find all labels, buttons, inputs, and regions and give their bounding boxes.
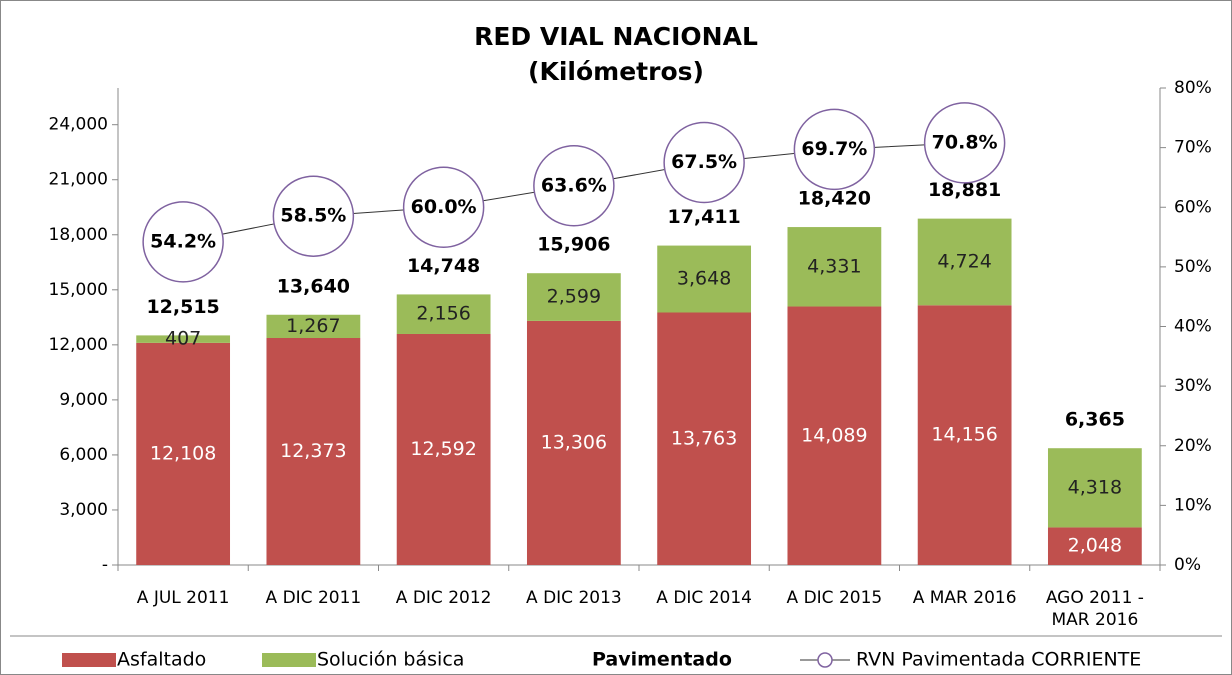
line-marker xyxy=(272,175,355,257)
x-tick-label: AGO 2011 - MAR 2016 xyxy=(1045,588,1144,630)
line-value-label: 69.7% xyxy=(801,138,867,160)
bar-value-label: 2,156 xyxy=(416,303,470,325)
bar-segment xyxy=(787,306,882,565)
bar-segment xyxy=(396,294,491,334)
bar-segment xyxy=(1047,527,1142,565)
bar-segment xyxy=(526,273,621,321)
line-marker xyxy=(402,166,485,248)
chart-title: RED VIAL NACIONAL xyxy=(474,22,758,51)
legend-label: RVN Pavimentada CORRIENTE xyxy=(856,649,1141,671)
line-value-label: 60.0% xyxy=(411,196,477,218)
y2-tick-label: 30% xyxy=(1174,376,1212,396)
y-tick-label: 6,000 xyxy=(59,445,108,465)
y-tick-label: 24,000 xyxy=(49,115,108,135)
y2-tick-label: 10% xyxy=(1174,495,1212,515)
legend-label: Asfaltado xyxy=(117,649,206,671)
bar-value-label: 2,048 xyxy=(1068,535,1122,557)
y-tick-label: 9,000 xyxy=(59,390,108,410)
legend-swatch xyxy=(262,653,316,667)
line-value-label: 67.5% xyxy=(671,151,737,173)
x-tick-label: A DIC 2013 xyxy=(526,588,622,608)
total-label: 15,906 xyxy=(537,234,610,256)
total-label: 6,365 xyxy=(1065,409,1125,431)
legend-label: Solución básica xyxy=(317,649,464,671)
bar-value-label: 4,724 xyxy=(937,250,991,272)
bar-segment xyxy=(526,320,621,565)
bar-value-label: 13,763 xyxy=(671,427,737,449)
bar-value-label: 14,089 xyxy=(801,424,867,446)
bar-value-label: 14,156 xyxy=(931,424,997,446)
x-tick-label: A DIC 2014 xyxy=(656,588,752,608)
total-label: 12,515 xyxy=(146,296,219,318)
bar-value-label: 1,267 xyxy=(286,315,340,337)
y-tick-label: 18,000 xyxy=(49,225,108,245)
line-marker xyxy=(923,102,1006,184)
line-value-label: 54.2% xyxy=(150,230,216,252)
bar-value-label: 13,306 xyxy=(541,431,607,453)
y2-tick-label: 60% xyxy=(1174,197,1212,217)
bar-value-label: 12,108 xyxy=(150,442,216,464)
y-tick-label: 3,000 xyxy=(59,500,108,520)
legend-swatch xyxy=(62,653,116,667)
bar-segment xyxy=(787,227,882,307)
bar-segment xyxy=(396,333,491,565)
legend-label: Pavimentado xyxy=(592,649,732,671)
line-marker xyxy=(533,145,615,227)
y2-tick-label: 70% xyxy=(1174,138,1212,158)
x-tick-label: A DIC 2012 xyxy=(395,588,492,608)
line-marker xyxy=(663,121,745,204)
y2-tick-label: 20% xyxy=(1174,436,1212,456)
y-tick-label: 21,000 xyxy=(49,170,108,190)
bar-segment xyxy=(657,245,752,313)
bar-segment xyxy=(266,338,361,565)
bar-value-label: 4,331 xyxy=(807,255,861,277)
y-tick-label: 12,000 xyxy=(49,335,108,355)
bar-segment xyxy=(266,314,361,339)
x-tick-label: A JUL 2011 xyxy=(136,588,230,608)
bar-value-label: 12,373 xyxy=(280,440,346,462)
y-tick-label: - xyxy=(102,555,108,575)
line-marker xyxy=(793,108,876,191)
line-marker xyxy=(142,201,224,283)
x-tick-label: A DIC 2015 xyxy=(786,588,883,608)
legend-marker xyxy=(817,652,833,668)
bar-value-label: 3,648 xyxy=(677,268,731,290)
y2-tick-label: 50% xyxy=(1174,257,1212,277)
bar-value-label: 2,599 xyxy=(547,286,601,308)
total-label: 13,640 xyxy=(277,275,350,297)
bar-segment xyxy=(136,335,231,343)
total-label: 18,881 xyxy=(928,179,1001,201)
bar-value-label: 407 xyxy=(165,328,201,350)
bar-value-label: 12,592 xyxy=(410,438,476,460)
line-value-label: 58.5% xyxy=(280,205,346,227)
bar-segment xyxy=(657,312,752,565)
y2-tick-label: 80% xyxy=(1174,78,1212,98)
bar-segment xyxy=(917,305,1012,565)
x-tick-label: A MAR 2016 xyxy=(912,588,1017,608)
bar-segment xyxy=(136,342,231,565)
bar-segment xyxy=(917,218,1012,306)
bar-value-label: 4,318 xyxy=(1068,476,1122,498)
total-label: 17,411 xyxy=(667,206,740,228)
total-label: 14,748 xyxy=(407,255,480,277)
y2-tick-label: 0% xyxy=(1174,555,1201,575)
chart-subtitle: (Kilómetros) xyxy=(528,57,704,86)
x-tick-label: A DIC 2011 xyxy=(265,588,362,608)
total-label: 18,420 xyxy=(798,188,871,210)
y-tick-label: 15,000 xyxy=(49,280,108,300)
line-value-label: 63.6% xyxy=(541,174,607,196)
line-value-label: 70.8% xyxy=(932,131,998,153)
bar-segment xyxy=(1047,448,1142,528)
y2-tick-label: 40% xyxy=(1174,317,1212,337)
